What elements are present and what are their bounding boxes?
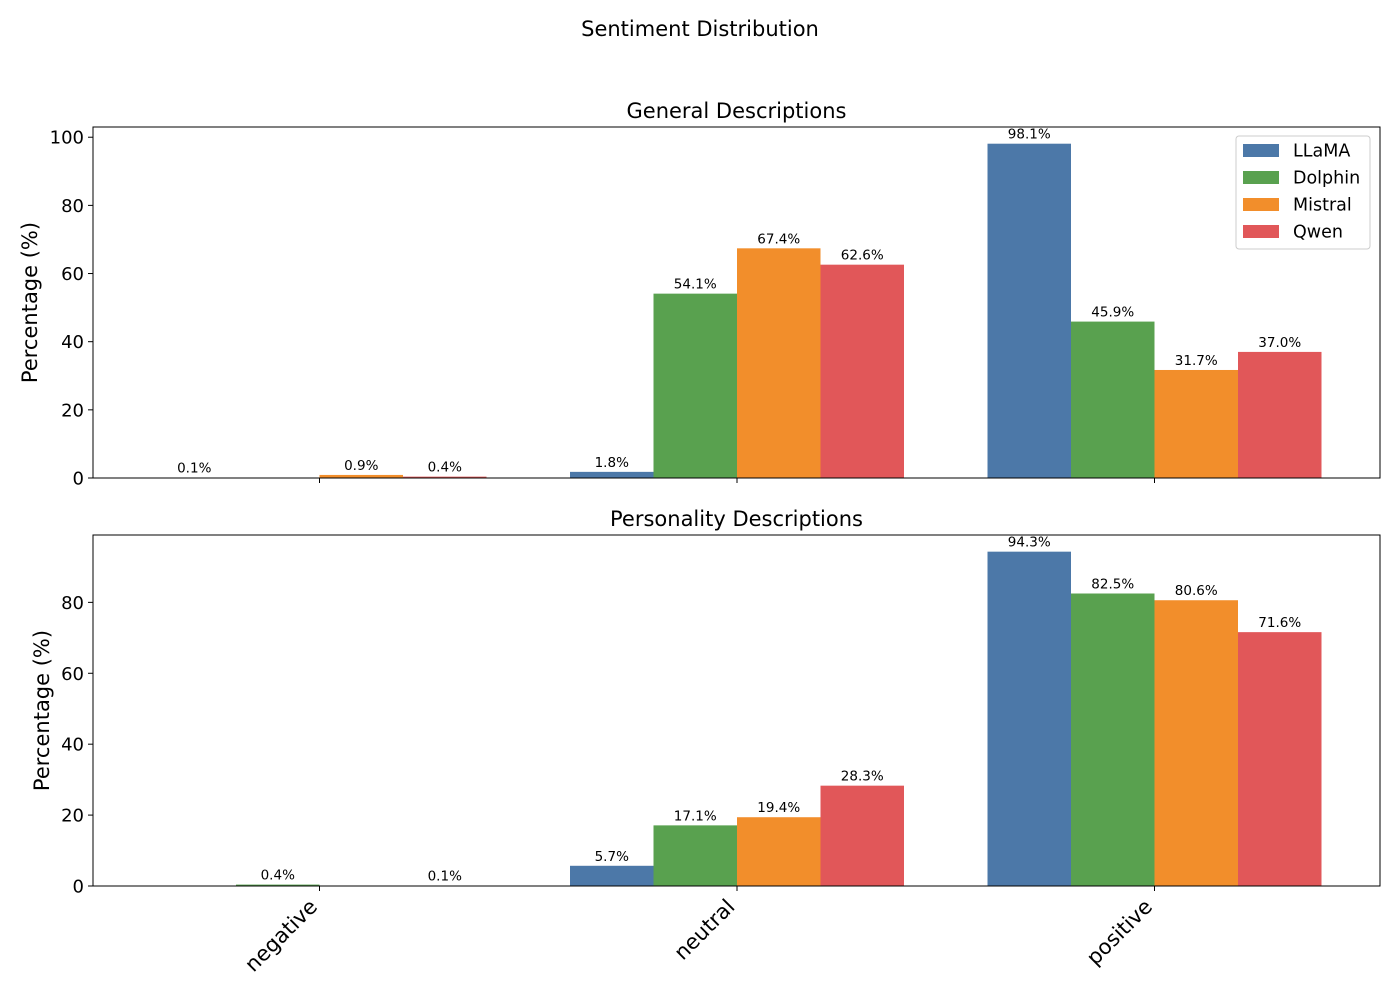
bar-qwen-positive <box>1238 351 1322 478</box>
panel-title: General Descriptions <box>627 99 847 123</box>
legend-swatch-dolphin <box>1243 171 1279 184</box>
legend-box <box>1235 135 1371 250</box>
data-label-qwen-positive: 37.0% <box>1258 335 1301 351</box>
bar-mistral-negative <box>319 474 403 478</box>
data-label-qwen-neutral: 62.6% <box>841 248 884 264</box>
bar-dolphin-positive <box>1071 593 1155 886</box>
y-tick-label: 20 <box>61 400 84 421</box>
legend-label-llama: LLaMA <box>1293 142 1350 162</box>
bar-dolphin-neutral <box>653 293 737 478</box>
bar-mistral-positive <box>1154 369 1238 478</box>
bar-mistral-neutral <box>737 248 821 478</box>
y-tick-label: 40 <box>61 332 84 353</box>
bar-llama-positive <box>987 551 1071 886</box>
legend-swatch-qwen <box>1243 225 1279 238</box>
legend-label-qwen: Qwen <box>1293 223 1343 243</box>
panel-title: Personality Descriptions <box>610 507 863 531</box>
bar-mistral-neutral <box>737 817 821 886</box>
data-label-dolphin-negative: 0.4% <box>261 868 295 884</box>
figure-title: Sentiment Distribution <box>581 17 819 41</box>
y-tick-label: 20 <box>61 806 84 827</box>
bar-dolphin-positive <box>1071 321 1155 478</box>
x-tick-label-positive: positive <box>1082 895 1157 970</box>
bar-llama-neutral <box>570 471 654 478</box>
y-tick-label: 100 <box>50 128 84 149</box>
data-label-dolphin-positive: 82.5% <box>1091 577 1134 593</box>
general-descriptions-panel: General Descriptions Percentage (%) 0.1% 0.… <box>18 99 1381 490</box>
data-label-llama-neutral: 5.7% <box>595 849 629 865</box>
data-label-qwen-negative: 0.1% <box>428 869 462 885</box>
data-label-qwen-positive: 71.6% <box>1258 615 1301 631</box>
y-tick-label: 40 <box>61 735 84 756</box>
legend-label-dolphin: Dolphin <box>1293 169 1360 189</box>
data-label-qwen-neutral: 28.3% <box>841 769 884 785</box>
y-tick-label: 60 <box>61 664 84 685</box>
data-label-dolphin-neutral: 54.1% <box>674 277 717 293</box>
y-tick-label: 0 <box>73 877 84 898</box>
personality-descriptions-panel: Personality Descriptions Percentage (%) 0.… <box>30 507 1381 977</box>
bar-qwen-positive <box>1238 632 1322 886</box>
data-label-mistral-positive: 31.7% <box>1175 353 1218 369</box>
y-tick-label: 0 <box>73 469 84 490</box>
y-tick-label: 60 <box>61 264 84 285</box>
bar-llama-positive <box>987 143 1071 478</box>
y-tick-label: 80 <box>61 593 84 614</box>
x-tick-label-neutral: neutral <box>669 895 739 965</box>
data-label-llama-positive: 98.1% <box>1008 127 1051 143</box>
data-label-llama-negative: 0.1% <box>177 461 211 477</box>
x-tick-label-negative: negative <box>240 895 322 977</box>
bar-qwen-negative <box>403 476 487 478</box>
y-axis-label: Percentage (%) <box>30 630 54 791</box>
legend-swatch-mistral <box>1243 198 1279 211</box>
data-label-qwen-negative: 0.4% <box>428 460 462 476</box>
bar-mistral-positive <box>1154 600 1238 886</box>
y-axis-label: Percentage (%) <box>18 222 42 383</box>
data-label-mistral-neutral: 19.4% <box>757 800 800 816</box>
bar-llama-neutral <box>570 865 654 886</box>
data-label-dolphin-neutral: 17.1% <box>674 808 717 824</box>
y-tick-label: 80 <box>61 196 84 217</box>
legend-swatch-llama <box>1243 144 1279 157</box>
data-label-mistral-negative: 0.9% <box>344 458 378 474</box>
data-label-dolphin-positive: 45.9% <box>1091 305 1134 321</box>
bar-dolphin-neutral <box>653 825 737 886</box>
data-label-llama-positive: 94.3% <box>1008 535 1051 551</box>
data-label-llama-neutral: 1.8% <box>595 455 629 471</box>
data-label-mistral-neutral: 67.4% <box>757 231 800 247</box>
data-label-mistral-positive: 80.6% <box>1175 583 1218 599</box>
bar-qwen-neutral <box>820 264 904 478</box>
legend-label-mistral: Mistral <box>1293 196 1352 216</box>
bar-dolphin-negative <box>236 884 320 886</box>
bar-qwen-neutral <box>820 785 904 886</box>
